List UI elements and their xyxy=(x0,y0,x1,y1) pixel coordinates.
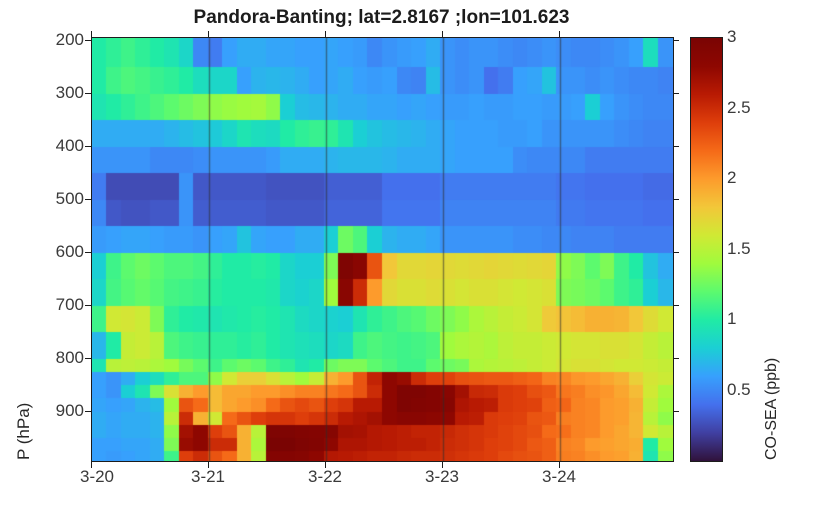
y-tick-mark xyxy=(85,357,91,360)
y-tick-label: 500 xyxy=(55,189,84,209)
y-tick-mark xyxy=(85,198,91,201)
x-tick-mark-top xyxy=(324,31,326,37)
y-tick-label: 400 xyxy=(55,136,84,156)
plot-area xyxy=(91,37,674,462)
y-tick-mark-right xyxy=(673,410,679,413)
colorbar-tick-label: 3 xyxy=(727,27,737,46)
x-tick-label: 3-24 xyxy=(541,467,577,486)
x-tick-mark-top xyxy=(90,31,92,37)
y-tick-mark-right xyxy=(673,39,679,42)
colorbar-label: CO-SEA (ppb) xyxy=(763,357,780,460)
x-tick-mark-top xyxy=(558,31,560,37)
y-tick-mark xyxy=(85,410,91,413)
y-tick-mark xyxy=(85,251,91,254)
x-tick-mark xyxy=(441,462,443,468)
y-tick-label: 300 xyxy=(55,83,84,103)
y-tick-mark-right xyxy=(673,92,679,95)
y-tick-mark xyxy=(85,39,91,42)
y-tick-label: 800 xyxy=(55,348,84,368)
y-tick-label: 900 xyxy=(55,401,84,421)
y-tick-mark-right xyxy=(673,145,679,148)
heatmap-canvas xyxy=(92,38,673,461)
colorbar-tick-label: 2 xyxy=(727,168,737,187)
y-tick-mark-right xyxy=(673,357,679,360)
colorbar xyxy=(690,37,723,462)
x-tick-label: 3-21 xyxy=(190,467,226,486)
y-tick-label: 700 xyxy=(55,295,84,315)
x-tick-mark xyxy=(558,462,560,468)
y-tick-mark-right xyxy=(673,304,679,307)
x-tick-mark xyxy=(324,462,326,468)
x-tick-mark-top xyxy=(207,31,209,37)
y-tick-mark xyxy=(85,145,91,148)
x-tick-label: 3-22 xyxy=(307,467,343,486)
y-axis-label: P (hPa) xyxy=(14,402,33,460)
y-tick-mark xyxy=(85,304,91,307)
y-tick-mark xyxy=(85,92,91,95)
x-tick-mark xyxy=(207,462,209,468)
chart-title: Pandora-Banting; lat=2.8167 ;lon=101.623 xyxy=(193,7,570,28)
x-tick-label: 3-23 xyxy=(424,467,460,486)
y-tick-mark-right xyxy=(673,251,679,254)
colorbar-tick-label: 1.5 xyxy=(727,238,751,258)
colorbar-tick-label: 2.5 xyxy=(727,97,751,117)
x-tick-mark-top xyxy=(441,31,443,37)
y-tick-label: 600 xyxy=(55,242,84,262)
colorbar-tick-label: 1 xyxy=(727,309,737,328)
x-tick-mark xyxy=(90,462,92,468)
colorbar-tick-label: 0.5 xyxy=(727,379,751,399)
x-tick-label: 3-20 xyxy=(79,467,115,486)
y-tick-mark-right xyxy=(673,198,679,201)
y-tick-label: 200 xyxy=(55,30,84,50)
